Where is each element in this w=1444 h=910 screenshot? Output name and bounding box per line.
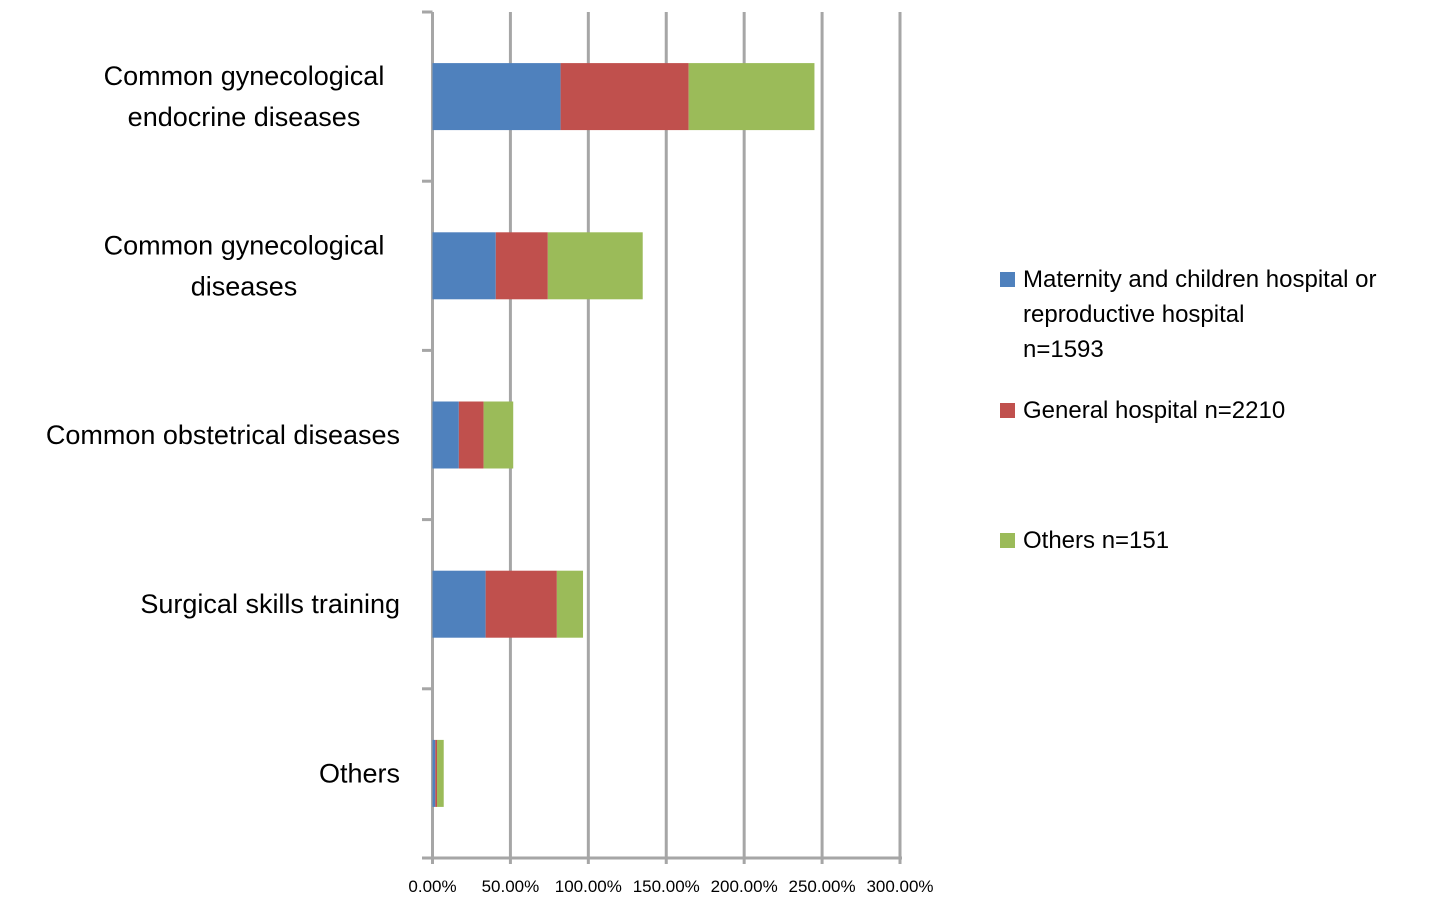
x-tick-label: 250.00% bbox=[789, 877, 856, 896]
legend-label: Maternity and children hospital or repro… bbox=[1023, 266, 1377, 363]
x-tick-label: 300.00% bbox=[866, 877, 933, 896]
bar-segment-general bbox=[495, 232, 548, 300]
legend-swatch bbox=[1000, 272, 1015, 287]
bar-segment-maternity bbox=[432, 570, 486, 638]
bar-segment-maternity bbox=[432, 232, 496, 300]
bar-segment-general bbox=[560, 63, 689, 131]
x-tick-label: 150.00% bbox=[633, 877, 700, 896]
category-label: Surgical skills training bbox=[140, 589, 400, 619]
legend-item: Maternity and children hospital or repro… bbox=[1000, 262, 1443, 367]
legend-item: Others n=151 bbox=[1000, 523, 1443, 558]
legend-item: General hospital n=2210 bbox=[1000, 393, 1443, 428]
x-tick-label: 200.00% bbox=[711, 877, 778, 896]
x-tick-label: 100.00% bbox=[555, 877, 622, 896]
legend-label: General hospital n=2210 bbox=[1023, 397, 1286, 424]
bar-segment-maternity bbox=[432, 739, 436, 807]
legend-label: Others n=151 bbox=[1023, 527, 1170, 554]
bar-segment-general bbox=[458, 401, 484, 469]
legend-swatch bbox=[1000, 533, 1015, 548]
legend-swatch bbox=[1000, 403, 1015, 418]
x-tick-label: 50.00% bbox=[482, 877, 540, 896]
bar-segment-general bbox=[485, 570, 557, 638]
category-label: Common gynecological diseases bbox=[104, 230, 385, 301]
bar-segment-maternity bbox=[432, 63, 561, 131]
bar-segment-others bbox=[483, 401, 514, 469]
bar-segment-others bbox=[688, 63, 815, 131]
bar-segment-others bbox=[556, 570, 584, 638]
bar-segment-general bbox=[435, 739, 438, 807]
x-tick-label: 0.00% bbox=[408, 877, 456, 896]
category-label: Common obstetrical diseases bbox=[46, 420, 400, 450]
category-label: Others bbox=[319, 758, 400, 788]
bar-segment-others bbox=[547, 232, 643, 300]
bar-segment-others bbox=[437, 739, 444, 807]
bar-segment-maternity bbox=[432, 401, 459, 469]
category-label: Common gynecological endocrine diseases bbox=[104, 61, 385, 132]
